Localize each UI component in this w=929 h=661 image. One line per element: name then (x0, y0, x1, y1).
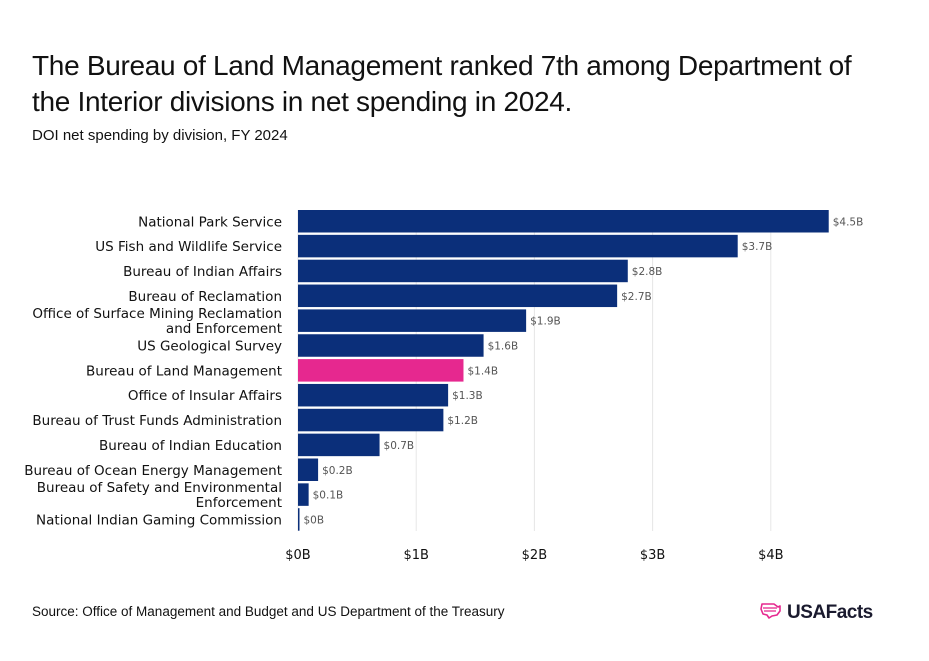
chart-subtitle: DOI net spending by division, FY 2024 (32, 127, 288, 144)
value-label: $0.2B (322, 465, 353, 477)
category-label: US Geological Survey (137, 339, 282, 355)
category-label: Bureau of Land Management (86, 363, 282, 379)
x-tick-label: $3B (640, 548, 665, 563)
bar (298, 458, 319, 481)
bar (298, 508, 300, 531)
value-label: $0B (304, 514, 325, 526)
value-label: $1.6B (488, 341, 519, 353)
bar (298, 309, 527, 332)
category-label: Bureau of Indian Education (99, 438, 282, 454)
bar (298, 359, 464, 382)
bar-chart: $0B $1B $2B $3B $4B $4.5B National Park Servic… (24, 210, 864, 563)
value-label: $1.4B (467, 365, 498, 377)
brand-name: USAFacts (787, 601, 873, 623)
value-label: $4.5B (833, 216, 864, 228)
bar (298, 408, 444, 432)
chart-title: The Bureau of Land Management ranked 7th… (32, 50, 852, 117)
category-label: Office of Surface Mining Reclamation and … (32, 306, 282, 337)
usafacts-logo[interactable]: USAFacts (760, 601, 873, 624)
value-label: $0.1B (313, 490, 344, 502)
category-label: National Indian Gaming Commission (36, 512, 282, 528)
bar (298, 433, 380, 457)
x-tick-label: $0B (285, 548, 310, 563)
bar (298, 210, 829, 233)
category-label: Office of Insular Affairs (128, 388, 282, 404)
category-label: Bureau of Safety and Environmental Enforc… (37, 480, 282, 511)
category-label: US Fish and Wildlife Service (95, 239, 282, 255)
source-note: Source: Office of Management and Budget … (32, 604, 505, 619)
category-label: Bureau of Indian Affairs (123, 264, 282, 280)
x-tick-label: $2B (522, 548, 547, 563)
us-map-flag-icon (760, 601, 782, 624)
value-label: $3.7B (742, 241, 773, 253)
bar (298, 383, 449, 407)
value-label: $1.9B (530, 316, 561, 328)
value-label: $2.8B (632, 266, 663, 278)
bar (298, 284, 618, 308)
bar (298, 234, 738, 258)
bar (298, 334, 484, 357)
category-label: National Park Service (138, 214, 282, 230)
value-label: $0.7B (384, 440, 415, 452)
value-label: $1.3B (452, 390, 483, 402)
category-label: Bureau of Ocean Energy Management (24, 463, 282, 479)
x-tick-label: $4B (758, 548, 783, 563)
bar (298, 259, 628, 283)
category-label: Bureau of Reclamation (128, 289, 282, 305)
value-label: $2.7B (621, 291, 652, 303)
value-label: $1.2B (447, 415, 478, 427)
x-tick-label: $1B (403, 548, 428, 563)
bar (298, 483, 309, 506)
category-label: Bureau of Trust Funds Administration (32, 413, 282, 429)
